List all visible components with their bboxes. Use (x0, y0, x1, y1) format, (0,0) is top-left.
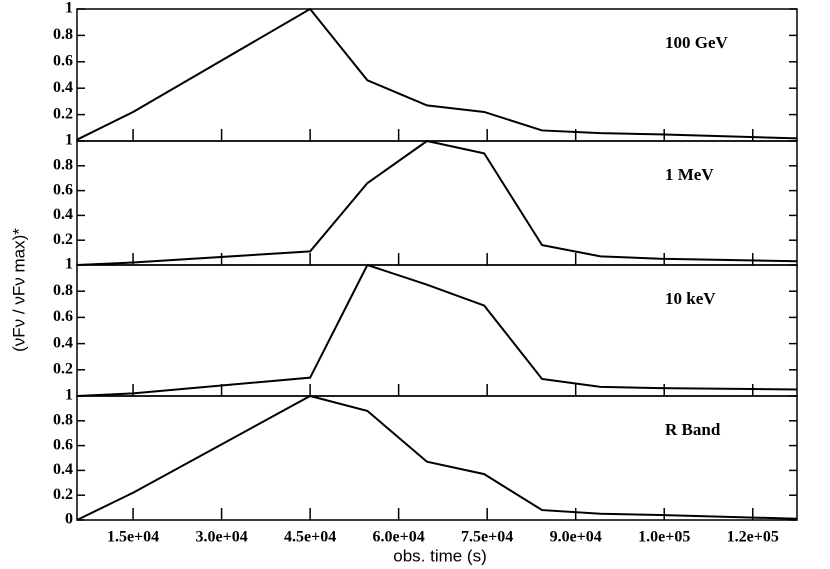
panel-annotation: 1 MeV (665, 165, 714, 184)
y-tick-label: 0.6 (53, 181, 73, 198)
x-tick-label: 9.0e+04 (550, 529, 602, 546)
y-tick-label: 0.4 (53, 79, 73, 96)
y-tick-label: 0.2 (53, 360, 73, 377)
y-tick-label: 0.6 (53, 52, 73, 69)
x-tick-label: 6.0e+04 (373, 529, 425, 546)
panel-annotation: R Band (665, 420, 721, 439)
panel-frame (76, 264, 798, 397)
x-tick-label: 7.5e+04 (461, 529, 513, 546)
data-line (76, 394, 798, 521)
y-tick-label: 1 (65, 132, 73, 149)
x-tick-label: 1.5e+04 (107, 529, 159, 546)
panel-annotation: 100 GeV (665, 33, 729, 52)
x-tick-label: 3.0e+04 (195, 529, 247, 546)
y-tick-label: 0.4 (53, 461, 73, 478)
y-axis-label: (νFν / νFν max)* (9, 228, 28, 352)
y-tick-label: 1 (65, 0, 73, 17)
y-tick-label: 0.8 (53, 156, 73, 173)
panel-frame (76, 8, 798, 142)
panel-annotation: 10 keV (665, 289, 716, 308)
y-tick-label: 0.6 (53, 308, 73, 325)
panel-frame (76, 140, 798, 266)
data-line (76, 263, 798, 397)
x-tick-label: 1.0e+05 (638, 529, 690, 546)
y-tick-label: 1 (65, 387, 73, 404)
data-line (76, 7, 798, 141)
y-tick-label: 0.2 (53, 231, 73, 248)
y-tick-label: 0.6 (53, 436, 73, 453)
y-tick-label: 1 (65, 256, 73, 273)
panel-frame (76, 395, 798, 521)
y-tick-label: 0.4 (53, 334, 73, 351)
y-tick-label: 0.2 (53, 105, 73, 122)
x-axis-label: obs. time (s) (393, 546, 487, 565)
x-tick-label: 4.5e+04 (284, 529, 336, 546)
data-line (76, 139, 798, 266)
y-tick-label: 0 (65, 511, 73, 528)
x-tick-label: 1.2e+05 (727, 529, 779, 546)
y-tick-label: 0.8 (53, 282, 73, 299)
y-tick-label: 0.4 (53, 206, 73, 223)
y-tick-label: 0.8 (53, 411, 73, 428)
y-tick-label: 0.8 (53, 26, 73, 43)
y-tick-label: 0.2 (53, 486, 73, 503)
